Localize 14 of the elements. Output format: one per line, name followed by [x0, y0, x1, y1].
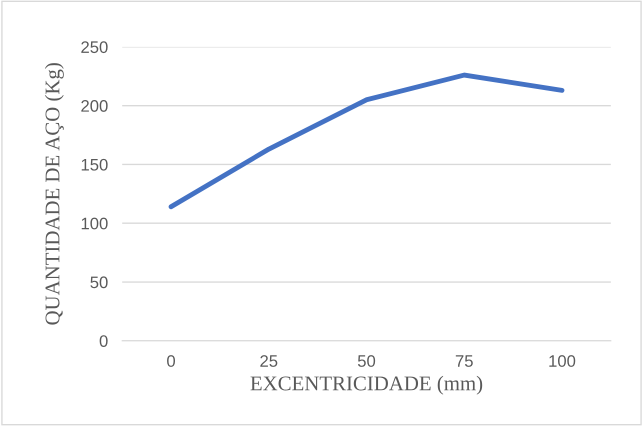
y-axis-title: QUANTIDADE DE AÇO (Kg) [44, 63, 64, 325]
x-tick-label: 25 [260, 355, 278, 367]
x-tick-label: 75 [456, 355, 473, 367]
y-tick-label: 250 [81, 41, 108, 54]
y-tick-label: 0 [100, 335, 108, 348]
line-series [168, 72, 564, 210]
y-tick-label: 50 [90, 276, 108, 288]
x-axis-title: EXCENTRICIDADE (mm) [250, 376, 482, 395]
x-tick-label: 50 [358, 355, 376, 367]
y-tick-label: 150 [82, 158, 108, 171]
y-tick-label: 200 [81, 100, 108, 112]
x-tick-label: 100 [549, 355, 576, 367]
y-tick-label: 100 [82, 218, 108, 230]
x-tick-label: 0 [167, 355, 176, 367]
